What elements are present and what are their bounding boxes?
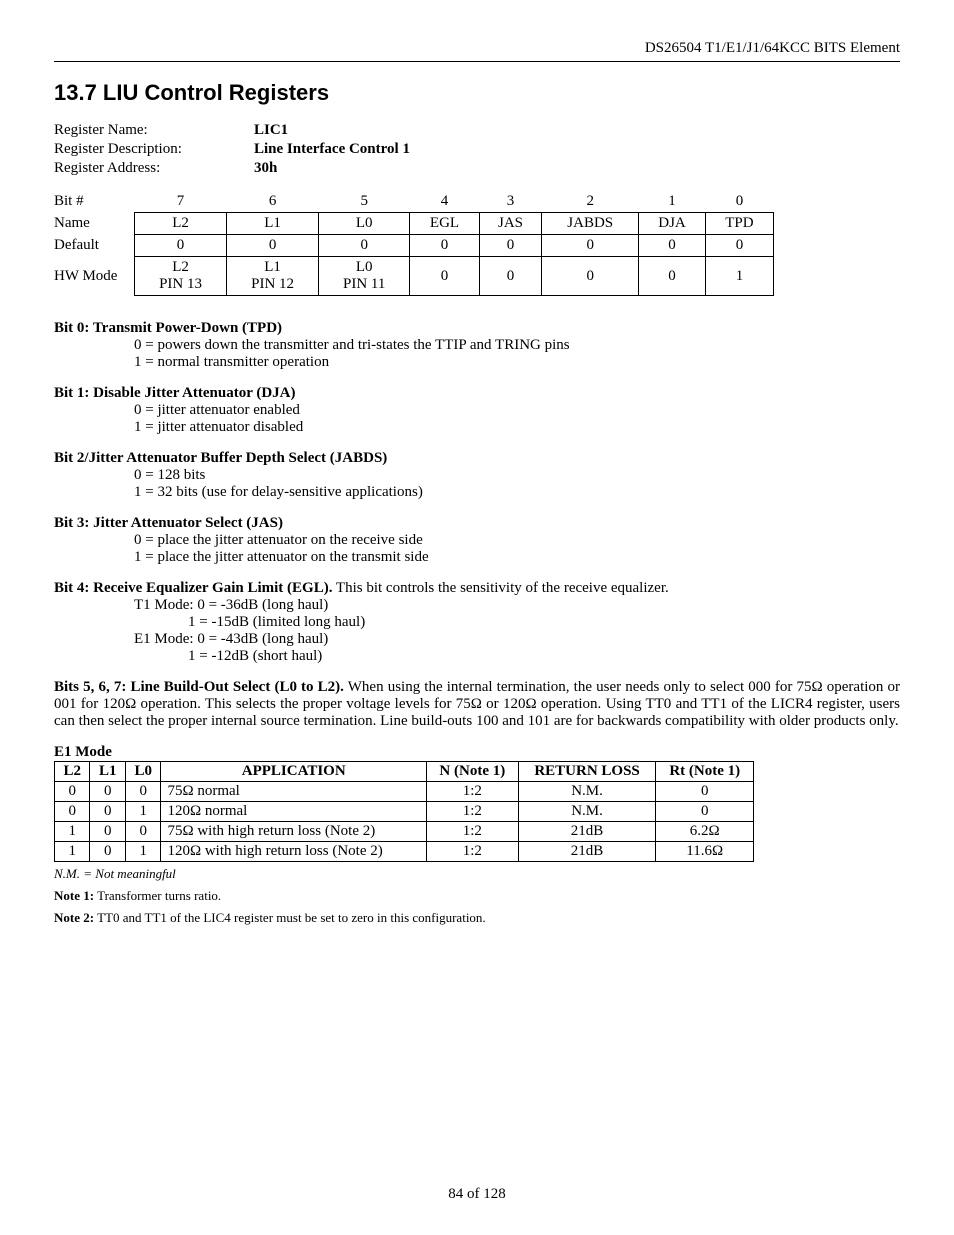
bit-default: 0 — [135, 235, 227, 257]
bit-row-label: Default — [54, 235, 135, 257]
bit4-title-rest: This bit controls the sensitivity of the… — [332, 580, 668, 596]
bit-default: 0 — [705, 235, 773, 257]
bit1-title: Bit 1: Disable Jitter Attenuator (DJA) — [54, 385, 900, 402]
register-addr-value: 30h — [254, 160, 900, 177]
bit-default: 0 — [542, 235, 639, 257]
bit-row-label: HW Mode — [54, 257, 135, 296]
header-rule — [54, 61, 900, 62]
e1-col: RETURN LOSS — [518, 762, 656, 782]
bit-num: 6 — [227, 191, 319, 213]
bit-num: 0 — [705, 191, 773, 213]
note2-text: TT0 and TT1 of the LIC4 register must be… — [94, 910, 486, 925]
e1-mode-table: L2 L1 L0 APPLICATION N (Note 1) RETURN L… — [54, 761, 754, 862]
register-name-label: Register Name: — [54, 122, 254, 139]
bit-num: 3 — [479, 191, 542, 213]
e1-mode-header: E1 Mode — [54, 744, 900, 761]
bit4-t1-0: T1 Mode: 0 = -36dB (long haul) — [134, 597, 900, 614]
bit4-e1-0: E1 Mode: 0 = -43dB (long haul) — [134, 631, 900, 648]
bit-default: 0 — [639, 235, 706, 257]
register-name-value: LIC1 — [254, 122, 900, 139]
e1-row: 100 75Ω with high return loss (Note 2)1:… — [55, 822, 754, 842]
register-addr-label: Register Address: — [54, 160, 254, 177]
bit-num: 1 — [639, 191, 706, 213]
bit3-line0: 0 = place the jitter attenuator on the r… — [134, 532, 900, 549]
bit1-line0: 0 = jitter attenuator enabled — [134, 402, 900, 419]
e1-row: 101 120Ω with high return loss (Note 2)1… — [55, 842, 754, 862]
e1-row: 001 120Ω normal1:2N.M.0 — [55, 802, 754, 822]
bit1-desc: Bit 1: Disable Jitter Attenuator (DJA) 0… — [54, 385, 900, 436]
bit2-line1: 1 = 32 bits (use for delay-sensitive app… — [134, 484, 900, 501]
bit-hwmode: 0 — [542, 257, 639, 296]
bit0-line0: 0 = powers down the transmitter and tri-… — [134, 337, 900, 354]
bit567-desc: Bits 5, 6, 7: Line Build-Out Select (L0 … — [54, 679, 900, 730]
bit-num: 7 — [135, 191, 227, 213]
bit-row-label: Bit # — [54, 191, 135, 213]
page-footer: 84 of 128 — [54, 1186, 900, 1203]
bit567-title-bold: Bits 5, 6, 7: Line Build-Out Select (L0 … — [54, 679, 344, 695]
bit0-line1: 1 = normal transmitter operation — [134, 354, 900, 371]
bit4-title-bold: Bit 4: Receive Equalizer Gain Limit (EGL… — [54, 580, 332, 596]
e1-col: Rt (Note 1) — [656, 762, 754, 782]
e1-col: N (Note 1) — [427, 762, 519, 782]
bit-hwmode: L0PIN 11 — [319, 257, 410, 296]
bit-num: 2 — [542, 191, 639, 213]
bit0-desc: Bit 0: Transmit Power-Down (TPD) 0 = pow… — [54, 320, 900, 371]
bit-table: Bit # 7 6 5 4 3 2 1 0 Name L2 L1 L0 EGL … — [54, 191, 774, 296]
bit-default: 0 — [319, 235, 410, 257]
bit-name: JABDS — [542, 213, 639, 235]
bit4-e1-1: 1 = -12dB (short haul) — [188, 648, 900, 665]
bit1-line1: 1 = jitter attenuator disabled — [134, 419, 900, 436]
e1-row: 000 75Ω normal1:2N.M.0 — [55, 782, 754, 802]
note2-label: Note 2: — [54, 910, 94, 925]
bit-hwmode: 0 — [410, 257, 479, 296]
bit3-desc: Bit 3: Jitter Attenuator Select (JAS) 0 … — [54, 515, 900, 566]
doc-header-title: DS26504 T1/E1/J1/64KCC BITS Element — [54, 40, 900, 57]
bit2-desc: Bit 2/Jitter Attenuator Buffer Depth Sel… — [54, 450, 900, 501]
bit-default: 0 — [410, 235, 479, 257]
bit-hwmode: L1PIN 12 — [227, 257, 319, 296]
bit-name: EGL — [410, 213, 479, 235]
bit0-title: Bit 0: Transmit Power-Down (TPD) — [54, 320, 900, 337]
bit2-line0: 0 = 128 bits — [134, 467, 900, 484]
e1-col: L0 — [125, 762, 160, 782]
bit-name: TPD — [705, 213, 773, 235]
register-info: Register Name: LIC1 Register Description… — [54, 122, 900, 177]
bit-hwmode: 1 — [705, 257, 773, 296]
bit-row-label: Name — [54, 213, 135, 235]
bit-hwmode: L2PIN 13 — [135, 257, 227, 296]
e1-col: APPLICATION — [161, 762, 427, 782]
bit4-t1-1: 1 = -15dB (limited long haul) — [188, 614, 900, 631]
bit-name: L0 — [319, 213, 410, 235]
bit-hwmode: 0 — [479, 257, 542, 296]
bit-num: 5 — [319, 191, 410, 213]
note1-label: Note 1: — [54, 888, 94, 903]
bit4-desc: Bit 4: Receive Equalizer Gain Limit (EGL… — [54, 580, 900, 665]
register-desc-label: Register Description: — [54, 141, 254, 158]
bit-default: 0 — [479, 235, 542, 257]
note-nm: N.M. = Not meaningful — [54, 866, 900, 882]
section-heading: 13.7 LIU Control Registers — [54, 80, 900, 106]
bit-name: DJA — [639, 213, 706, 235]
notes: N.M. = Not meaningful Note 1: Transforme… — [54, 866, 900, 926]
bit-default: 0 — [227, 235, 319, 257]
e1-col: L1 — [90, 762, 125, 782]
e1-col: L2 — [55, 762, 90, 782]
bit3-title: Bit 3: Jitter Attenuator Select (JAS) — [54, 515, 900, 532]
bit3-line1: 1 = place the jitter attenuator on the t… — [134, 549, 900, 566]
bit-hwmode: 0 — [639, 257, 706, 296]
register-desc-value: Line Interface Control 1 — [254, 141, 900, 158]
bit2-title: Bit 2/Jitter Attenuator Buffer Depth Sel… — [54, 450, 900, 467]
bit-name: L2 — [135, 213, 227, 235]
bit-name: JAS — [479, 213, 542, 235]
bit-name: L1 — [227, 213, 319, 235]
note1-text: Transformer turns ratio. — [94, 888, 221, 903]
bit-num: 4 — [410, 191, 479, 213]
